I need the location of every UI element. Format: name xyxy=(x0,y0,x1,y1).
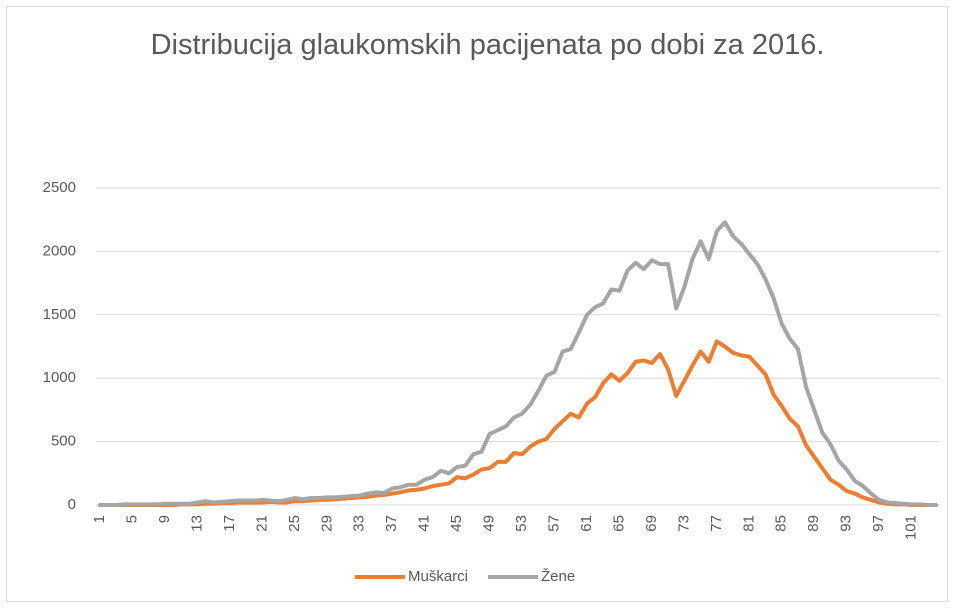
x-tick-label: 73 xyxy=(675,515,692,532)
legend-label: Muškarci xyxy=(408,568,468,585)
y-tick-label: 2000 xyxy=(43,242,76,259)
x-tick-label: 65 xyxy=(610,515,627,532)
chart-frame xyxy=(6,6,948,602)
series-line xyxy=(98,220,938,507)
y-tick-label: 0 xyxy=(68,496,76,513)
x-tick-label: 25 xyxy=(286,515,303,532)
legend-label: Žene xyxy=(541,568,575,585)
x-tick-label: 93 xyxy=(838,515,855,532)
x-tick-label: 29 xyxy=(318,515,335,532)
x-tick-label: 17 xyxy=(221,515,238,532)
x-tick-label: 57 xyxy=(545,515,562,532)
y-tick-label: 1500 xyxy=(43,306,76,323)
x-tick-label: 9 xyxy=(156,515,173,523)
x-tick-label: 53 xyxy=(513,515,530,532)
x-tick-label: 45 xyxy=(448,515,465,532)
x-tick-label: 13 xyxy=(188,515,205,532)
y-tick-label: 500 xyxy=(51,433,76,450)
x-tick-label: 85 xyxy=(773,515,790,532)
x-tick-label: 5 xyxy=(123,515,140,523)
series-line xyxy=(98,339,938,507)
x-tick-label: 49 xyxy=(481,515,498,532)
x-tick-label: 61 xyxy=(578,515,595,532)
x-tick-label: 101 xyxy=(903,515,920,540)
y-tick-label: 1000 xyxy=(43,369,76,386)
x-tick-label: 77 xyxy=(708,515,725,532)
y-tick-label: 2500 xyxy=(43,179,76,196)
chart-title: Distribucija glaukomskih pacijenata po d… xyxy=(150,29,825,61)
x-tick-label: 21 xyxy=(253,515,270,532)
x-tick-label: 33 xyxy=(351,515,368,532)
x-tick-label: 1 xyxy=(91,515,108,523)
x-tick-label: 41 xyxy=(416,515,433,532)
x-tick-label: 81 xyxy=(740,515,757,532)
x-tick-label: 89 xyxy=(805,515,822,532)
x-tick-label: 97 xyxy=(870,515,887,532)
x-tick-label: 69 xyxy=(643,515,660,532)
x-tick-label: 37 xyxy=(383,515,400,532)
